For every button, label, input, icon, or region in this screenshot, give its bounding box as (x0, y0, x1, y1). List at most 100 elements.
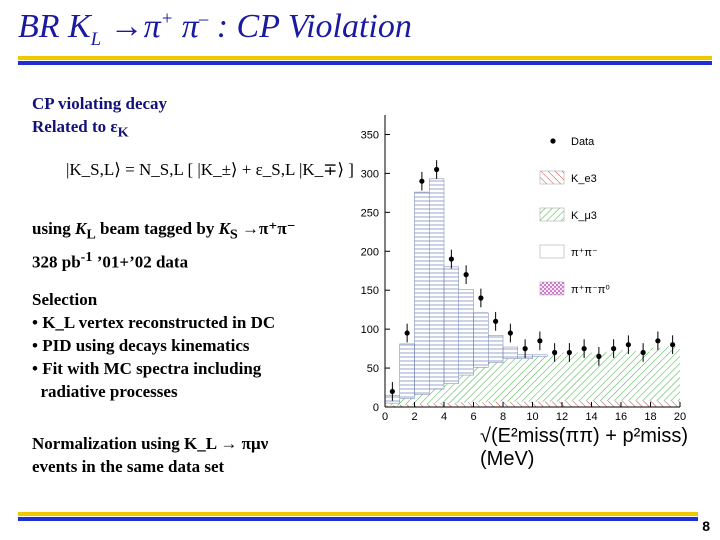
tagging-suffix: →π⁺π⁻ (237, 219, 296, 238)
lumi-sup: -1 (80, 249, 93, 266)
epsilon-sub: K (117, 124, 129, 141)
legend-swatch (539, 281, 565, 296)
title-arrow: → (101, 8, 144, 45)
data-point (434, 166, 440, 173)
ks-sub: S (229, 226, 238, 243)
title-sub: L (90, 28, 102, 50)
pipi-bar (532, 354, 548, 357)
y-tick-label: 0 (373, 402, 379, 414)
x-tick-label: 20 (674, 411, 686, 423)
x-axis-label: √(E²miss(ππ) + p²miss) (MeV) (480, 425, 688, 470)
data-point (596, 353, 602, 359)
axes: 0 50 100 150 200 250 300 350 0 2 4 6 8 10 12 14 16 18 20 (361, 115, 686, 423)
tagging-line1: using KL beam tagged by KS →π⁺π⁻ (32, 217, 296, 246)
ke3-bar (532, 401, 548, 407)
data-point (611, 346, 617, 352)
tagging-prefix: using (32, 219, 75, 238)
tagging-block: using KL beam tagged by KS →π⁺π⁻ 328 pb-… (32, 217, 296, 274)
x-tick-label: 16 (615, 411, 627, 423)
x-tick-label: 6 (470, 411, 476, 423)
data-point (670, 342, 676, 348)
y-tick-label: 200 (361, 246, 379, 258)
y-tick-label: 250 (361, 207, 379, 219)
legend-label: K_μ3 (571, 210, 597, 222)
data-point (537, 338, 543, 344)
selection-item: • PID using decays kinematics (32, 336, 250, 355)
x-tick-label: 18 (644, 411, 656, 423)
kmu3-bar (399, 398, 415, 405)
tagging-mid: beam tagged by (95, 219, 219, 238)
x-tick-label: 14 (585, 411, 597, 423)
pipi-bar (443, 266, 459, 384)
pipi-bar (414, 191, 430, 395)
kmu3-bar (606, 351, 621, 401)
kmu3-bar (488, 362, 503, 402)
ke3-bar (517, 401, 533, 407)
slide-title: BR KL →π+ π– : CP Violation (18, 8, 412, 51)
pipi-bar (399, 343, 415, 399)
ke3-bar (576, 400, 592, 407)
data-point (478, 295, 484, 301)
ke3-bar (591, 400, 607, 407)
x-tick-label: 8 (500, 411, 506, 423)
intro-line2: Related to εK (32, 115, 167, 144)
title-minus: – (198, 8, 209, 30)
data-point (640, 349, 646, 356)
kmu3-bar (547, 354, 562, 402)
ke3-bar (547, 401, 562, 407)
intro-line2-prefix: Related to (32, 117, 111, 136)
selection-block: Selection • K_L vertex reconstructed in … (32, 288, 275, 403)
legend-label: K_e3 (571, 173, 597, 185)
data-point (463, 272, 469, 278)
data-point (389, 388, 395, 395)
y-tick-label: 300 (361, 168, 379, 180)
x-tick-label: 4 (441, 411, 447, 423)
kmu3-bar (458, 375, 474, 403)
pipi-bar (488, 335, 504, 363)
data-point (655, 338, 661, 344)
selection-heading: Selection (32, 290, 98, 309)
ks-symbol: K (218, 219, 230, 238)
ke3-bar (562, 400, 577, 407)
kmu3-bar (635, 351, 651, 401)
pipi-bar (502, 346, 518, 359)
ke3-bar (503, 401, 518, 407)
x-tick-label: 10 (526, 411, 538, 423)
x-tick-label: 12 (556, 411, 568, 423)
kmu3-bar (429, 389, 444, 404)
title-rule (18, 56, 712, 65)
normalization-line2: events in the same data set (32, 457, 225, 476)
kmu3-bar (576, 352, 592, 401)
y-tick-label: 50 (367, 363, 379, 375)
title-text: BR K (18, 8, 91, 45)
plot-area (384, 160, 680, 407)
ke3-bar (635, 400, 651, 407)
ke3-bar (621, 400, 636, 407)
title-pi-plus: π (143, 8, 161, 45)
y-tick-label: 150 (361, 285, 379, 297)
data-point (507, 330, 513, 336)
footer-rule (18, 512, 698, 521)
title-pi-minus: π (173, 8, 199, 45)
kl-sub: L (86, 226, 96, 243)
kmu3-bar (591, 352, 607, 401)
state-formula: |K_S,L⟩ = N_S,L [ |K_±⟩ + ε_S,L |K_∓⟩ ] (66, 160, 354, 179)
kmu3-bar (621, 350, 636, 401)
x-tick-label: 2 (411, 411, 417, 423)
ke3-bar (488, 401, 503, 407)
spectrum-chart: 0 50 100 150 200 250 300 350 0 2 4 6 8 10 12 14 16 18 20 D… (361, 115, 686, 423)
data-point (522, 346, 528, 352)
pipi-bar (473, 312, 489, 368)
title-rest: : CP Violation (208, 8, 412, 45)
data-point (625, 342, 631, 348)
kmu3-bar (532, 356, 548, 402)
y-tick-label: 100 (361, 324, 379, 336)
legend-label: π⁺π⁻ (571, 247, 598, 259)
epsilon-symbol: ε (110, 117, 118, 136)
ke3-bar (606, 400, 621, 407)
ke3-bar (650, 400, 666, 407)
legend-label: π⁺π⁻π⁰ (571, 284, 610, 296)
data-point (404, 330, 410, 336)
kmu3-bar (503, 358, 518, 402)
title-plus: + (160, 8, 174, 30)
